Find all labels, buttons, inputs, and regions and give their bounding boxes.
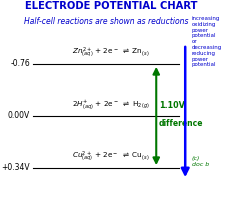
Text: +0.34V: +0.34V (2, 164, 30, 172)
Text: (c)
doc b: (c) doc b (192, 156, 209, 167)
Text: Half-cell reactions are shown as reductions: Half-cell reactions are shown as reducti… (24, 17, 188, 26)
Text: -0.76: -0.76 (11, 60, 30, 68)
Text: $Zn^{2+}_{(aq)}$ + 2e$^-$ $\rightleftharpoons$ Zn$_{(s)}$: $Zn^{2+}_{(aq)}$ + 2e$^-$ $\rightlefthar… (72, 45, 150, 59)
Text: $2H^{+}_{(aq)}$ + 2e$^-$ $\rightleftharpoons$ H$_2$$_{(g)}$: $2H^{+}_{(aq)}$ + 2e$^-$ $\rightleftharp… (72, 98, 150, 111)
Text: difference: difference (159, 119, 203, 128)
Text: 0.00V: 0.00V (8, 112, 30, 120)
Text: increasing
oxidizing
power
potential
or
decreasing
reducing
power
potential: increasing oxidizing power potential or … (192, 16, 222, 67)
Text: $Cu^{2+}_{(aq)}$ + 2e$^-$ $\rightleftharpoons$ Cu$_{(s)}$: $Cu^{2+}_{(aq)}$ + 2e$^-$ $\rightlefthar… (72, 149, 150, 163)
Text: 1.10V: 1.10V (159, 102, 185, 110)
Text: ELECTRODE POTENTIAL CHART: ELECTRODE POTENTIAL CHART (25, 1, 197, 11)
